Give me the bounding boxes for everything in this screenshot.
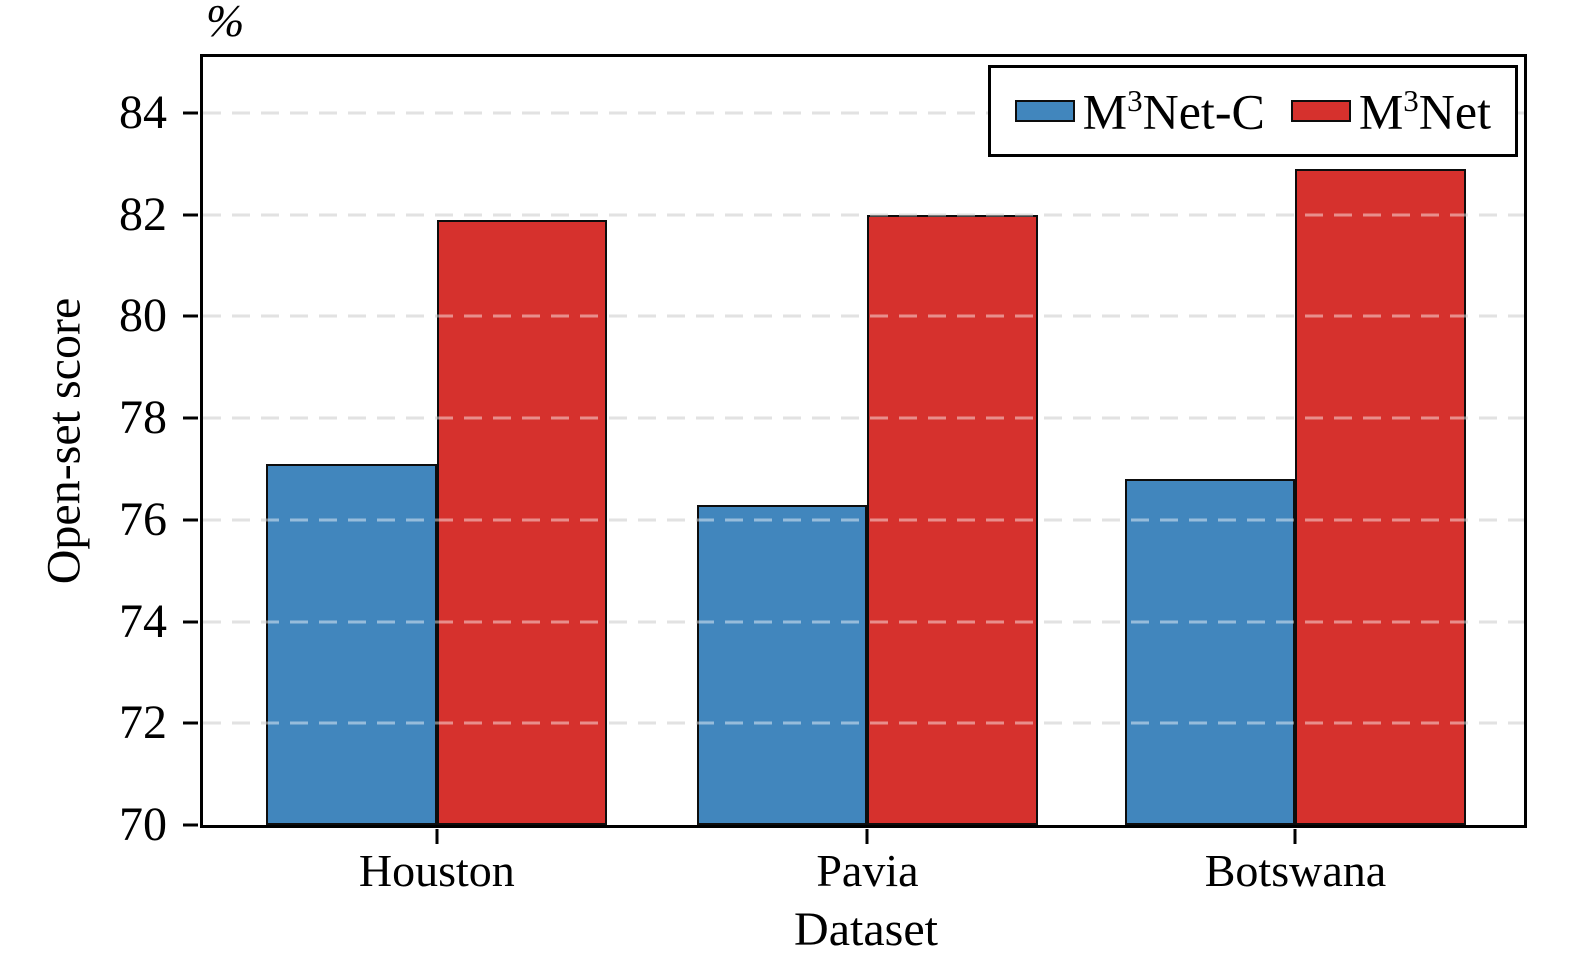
y-tick-mark-80 <box>183 314 198 318</box>
bar-mnetc-botswana <box>1125 479 1296 825</box>
legend-item-mnetc: M3Net-C <box>1014 83 1265 140</box>
y-tick-label-76: 76 <box>119 492 167 546</box>
y-axis-tick-marks <box>183 57 198 827</box>
x-tick-mark-pavia <box>865 829 869 844</box>
legend-label-mnet: M3Net <box>1358 83 1491 140</box>
bar-mnetc-houston <box>266 463 437 825</box>
x-tick-mark-houston <box>435 829 439 844</box>
y-tick-mark-76 <box>183 518 198 522</box>
bar-mnet-houston <box>436 219 608 825</box>
y-axis-tick-labels: 70 72 74 76 78 80 82 84 <box>0 57 183 848</box>
y-tick-mark-78 <box>183 416 198 420</box>
y-tick-label-78: 78 <box>119 391 167 445</box>
legend-item-mnet: M3Net <box>1290 83 1491 140</box>
y-tick-mark-70 <box>183 823 198 827</box>
legend-swatch-mnet <box>1290 100 1351 122</box>
y-tick-mark-74 <box>183 620 198 624</box>
bar-mnetc-pavia <box>697 504 868 825</box>
x-axis-tick-marks <box>203 829 1524 844</box>
x-axis-title: Dataset <box>794 903 938 956</box>
legend-swatch-mnetc <box>1014 100 1075 122</box>
y-tick-label-70: 70 <box>119 798 167 851</box>
legend: M3Net-C M3Net <box>987 65 1518 157</box>
y-tick-mark-72 <box>183 721 198 725</box>
plot-area: M3Net-C M3Net <box>200 54 1527 828</box>
bar-mnet-botswana <box>1295 168 1466 825</box>
x-category-label-houston: Houston <box>358 845 515 896</box>
y-tick-label-84: 84 <box>119 85 167 139</box>
x-category-label-botswana: Botswana <box>1204 845 1387 896</box>
x-category-label-pavia: Pavia <box>816 845 919 896</box>
y-tick-mark-82 <box>183 213 198 217</box>
y-tick-mark-84 <box>183 111 198 115</box>
y-tick-label-72: 72 <box>119 696 167 750</box>
x-axis-category-labels: Houston Pavia Botswana <box>203 845 1524 906</box>
y-axis-unit-label: % <box>206 0 245 46</box>
x-tick-mark-botswana <box>1293 829 1297 844</box>
bars-layer <box>203 57 1524 825</box>
legend-label-mnetc: M3Net-C <box>1082 83 1265 140</box>
y-tick-label-74: 74 <box>119 594 167 648</box>
bar-mnet-pavia <box>867 214 1038 825</box>
y-tick-label-80: 80 <box>119 289 167 343</box>
y-tick-label-82: 82 <box>119 187 167 241</box>
